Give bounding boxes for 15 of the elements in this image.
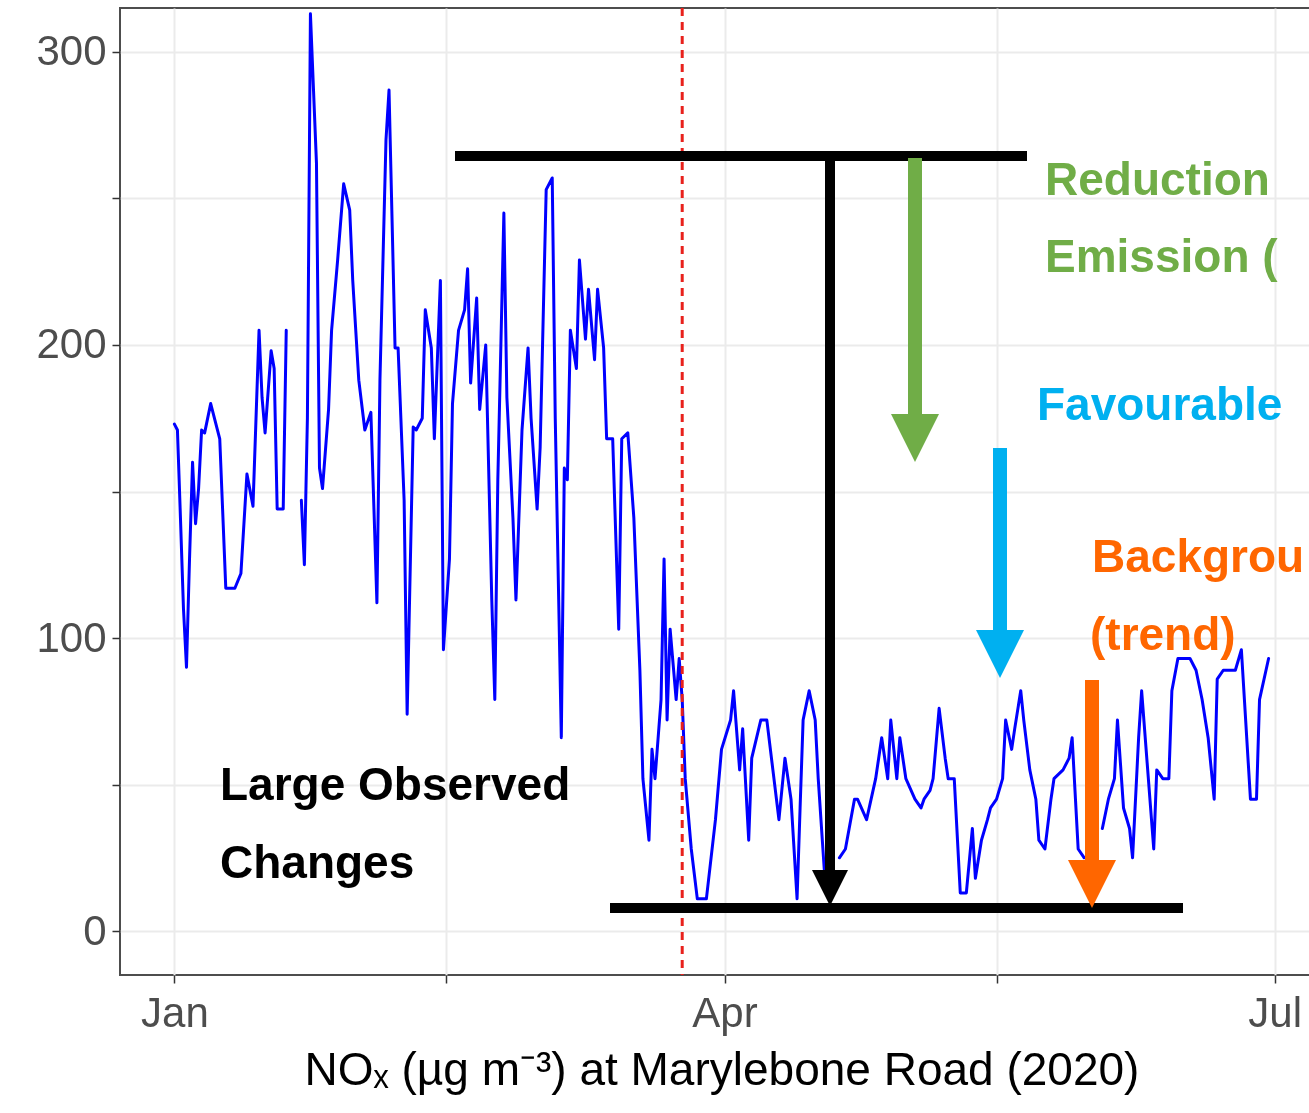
x-tick-label: Jan: [141, 988, 209, 1036]
y-tick-label: 0: [83, 906, 107, 954]
y-tick-label: 200: [36, 320, 107, 368]
annotation: Large Observed: [220, 758, 571, 810]
x-axis-title: NOₓ (µg m⁻³) at Marylebone Road (2020): [304, 1042, 1140, 1095]
annotation: Reduction: [1045, 153, 1270, 205]
annotation: Emission (: [1045, 230, 1279, 282]
annotation: (trend): [1090, 608, 1236, 660]
x-tick-label: Apr: [692, 988, 758, 1036]
annotation: Changes: [220, 836, 415, 888]
y-tick-label: 100: [36, 613, 107, 661]
y-tick-label: 300: [36, 27, 107, 75]
x-tick-label: Jul: [1248, 988, 1302, 1036]
annotation: Favourable: [1037, 378, 1283, 430]
annotation: Backgrou: [1092, 530, 1305, 582]
